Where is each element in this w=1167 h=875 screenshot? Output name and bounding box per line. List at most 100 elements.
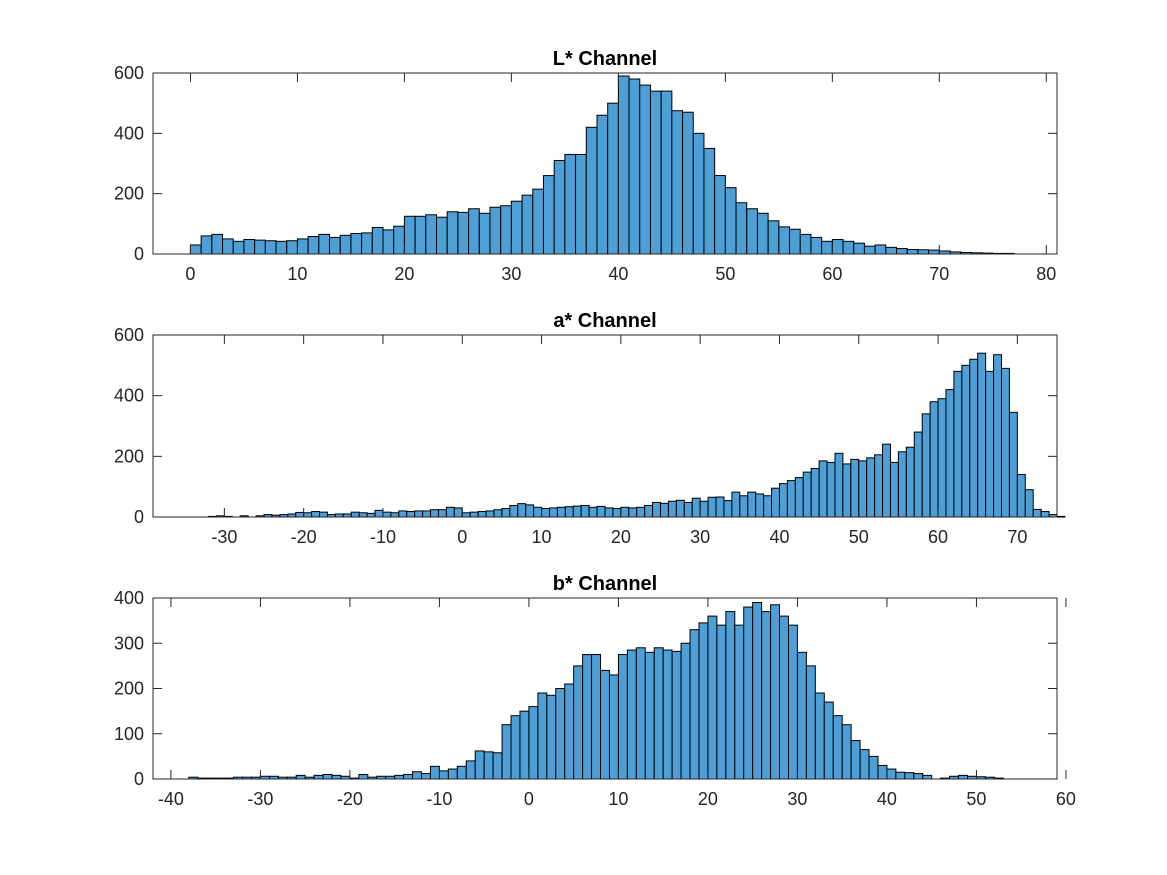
a-channel-bar (667, 500, 677, 518)
l-channel-x-tick-label: 70 (929, 264, 949, 284)
b-channel-bar (653, 647, 664, 780)
l-channel-bar (789, 228, 801, 255)
l-channel-bar (211, 233, 224, 255)
b-channel-bar (779, 615, 789, 780)
a-channel-axes-box (152, 334, 1058, 518)
b-channel-bar (913, 773, 924, 780)
a-channel-bar (382, 511, 392, 518)
a-channel-bar (993, 354, 1002, 518)
a-channel-bar (1000, 367, 1010, 518)
b-channel-x-tick-label: -40 (158, 789, 184, 809)
a-channel-bar (778, 483, 788, 518)
l-channel-bar (500, 205, 512, 255)
l-channel-bar (585, 126, 598, 255)
l-channel-bar (767, 220, 780, 255)
a-channel-bar (636, 506, 646, 518)
b-channel-bar (537, 692, 548, 780)
l-channel-bar (906, 248, 919, 255)
a-channel-bar (683, 501, 693, 518)
b-channel-bar (716, 624, 727, 780)
a-channel-bar (715, 496, 725, 518)
b-channel-x-tick-label: 20 (698, 789, 718, 809)
a-channel-x-tick-label: 60 (928, 527, 948, 547)
l-channel-bar (596, 114, 609, 255)
b-channel-bar (394, 774, 405, 780)
a-channel-bar (739, 495, 749, 518)
l-channel-bar (853, 242, 865, 255)
l-channel-bar (425, 214, 437, 255)
b-channel-bar (295, 774, 306, 780)
a-channel-bar (485, 510, 495, 518)
l-channel-panel: 0 10 20 30 40 50 60 70 80 0 200 400 600 L* Channel (114, 48, 1058, 284)
l-channel-bar (371, 226, 384, 255)
a-channel-y-tick-label: 400 (114, 386, 144, 406)
l-channel-bar (414, 215, 427, 255)
a-channel-y-tick-label: 200 (114, 446, 144, 466)
l-channel-bar (457, 211, 470, 255)
l-channel-bar (639, 84, 651, 255)
a-channel-bar (652, 501, 662, 518)
l-channel-x-tick-label: 50 (715, 264, 735, 284)
a-channel-bar (1008, 411, 1018, 518)
a-channel-bar (882, 443, 891, 518)
a-channel-bar (1040, 511, 1050, 518)
b-channel-bar (313, 774, 324, 780)
b-channel-bar (859, 749, 870, 780)
l-channel-bar (746, 208, 758, 255)
b-channel-y-tick-label: 0 (134, 769, 144, 789)
b-channel-bar (707, 615, 718, 780)
b-channel-bar (412, 771, 423, 780)
a-channel-bar (311, 511, 321, 518)
l-channel-bar (682, 111, 694, 255)
l-channel-x-tick-label: 80 (1036, 264, 1056, 284)
l-channel-axes-box (152, 72, 1058, 255)
l-channel-bar (874, 244, 887, 255)
a-channel-bar (921, 413, 931, 518)
l-channel-bar (542, 175, 555, 255)
l-channel-y-tick-label: 0 (134, 244, 144, 264)
l-channel-bar (831, 239, 844, 255)
a-channel-bar (905, 446, 915, 518)
a-channel-bar (834, 452, 844, 518)
a-channel-bar (731, 491, 741, 518)
l-channel-bar (275, 240, 288, 255)
a-channel-bar (398, 510, 408, 518)
b-channel-bar (904, 772, 915, 780)
l-channel-bar (896, 248, 908, 255)
b-channel-bar (483, 751, 494, 780)
a-channel-bar (501, 508, 511, 518)
l-channel-bar (200, 235, 213, 255)
a-channel-bar (961, 364, 971, 518)
b-channel-bar (591, 654, 602, 780)
l-channel-bar (628, 78, 641, 255)
a-channel-bar (358, 512, 368, 518)
b-channel-bar (438, 770, 449, 780)
l-channel-x-tick-label: 0 (185, 264, 195, 284)
l-channel-bar (478, 212, 491, 255)
a-channel-bar (406, 511, 416, 518)
a-channel-x-tick-label: 50 (849, 527, 869, 547)
b-channel-bar (662, 649, 673, 780)
l-channel-bar (756, 212, 769, 255)
b-channel-bar (519, 710, 530, 780)
b-channel-bar (787, 624, 798, 780)
a-channel-bar (1056, 515, 1066, 518)
l-channel-bar (564, 153, 577, 255)
a-channel-bar (985, 370, 995, 518)
l-channel-bar (296, 238, 309, 255)
a-channel-bar (572, 505, 582, 518)
a-channel-bar (755, 493, 765, 518)
a-channel-bar (493, 509, 503, 518)
b-channel-x-tick-label: -10 (426, 789, 452, 809)
l-channel-bar (617, 75, 630, 255)
b-channel-x-tick-label: 0 (524, 789, 534, 809)
l-channel-x-tick-label: 60 (822, 264, 842, 284)
a-channel-bar (945, 389, 955, 518)
a-channel-x-tick-label: -10 (370, 527, 396, 547)
l-channel-bar (553, 159, 566, 255)
l-channel-bar (810, 236, 823, 255)
b-channel-bar (868, 755, 879, 780)
b-channel-bar (725, 611, 736, 780)
b-channel-bar (358, 773, 369, 780)
a-channel-bar (430, 509, 439, 518)
